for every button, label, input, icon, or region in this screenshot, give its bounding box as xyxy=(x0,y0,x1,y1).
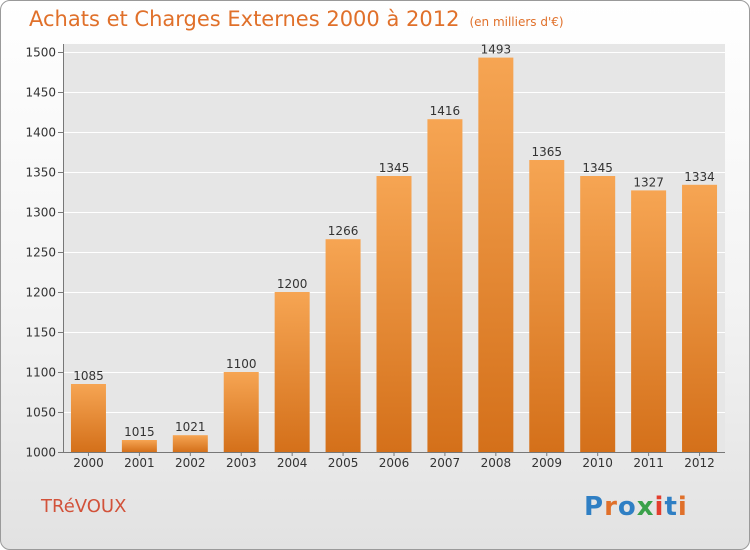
y-tick-label: 1400 xyxy=(25,126,56,140)
x-tick-label: 2004 xyxy=(277,456,308,470)
bar-value-label: 1334 xyxy=(684,170,715,184)
bar-value-label: 1493 xyxy=(481,43,512,57)
bar-value-label: 1365 xyxy=(531,145,562,159)
x-tick-label: 2006 xyxy=(379,456,410,470)
x-tick-label: 2010 xyxy=(582,456,613,470)
bar-2010 xyxy=(580,176,616,452)
y-tick-label: 1350 xyxy=(25,166,56,180)
y-tick-label: 1300 xyxy=(25,206,56,220)
x-tick-label: 2012 xyxy=(684,456,715,470)
bar-2002 xyxy=(172,435,208,452)
chart-title-text: Achats et Charges Externes 2000 à 2012 xyxy=(29,7,460,31)
chart-subtitle: (en milliers d'€) xyxy=(469,15,564,29)
y-tick-label: 1500 xyxy=(25,46,56,60)
bar-value-label: 1021 xyxy=(175,420,206,434)
bar-2000 xyxy=(70,384,106,452)
x-axis: 2000 2001 2002 2003 2004 2005 2006 2007 2008 2009… xyxy=(73,452,715,470)
y-tick-label: 1200 xyxy=(25,286,56,300)
y-tick-label: 1000 xyxy=(25,446,56,460)
bar-2005 xyxy=(325,239,361,452)
logo-letter: x xyxy=(636,492,655,522)
commune-name: TRéVOUX xyxy=(41,496,127,517)
bar-2008 xyxy=(478,57,514,452)
x-tick-label: 2007 xyxy=(430,456,461,470)
chart-title: Achats et Charges Externes 2000 à 2012 (e… xyxy=(29,7,564,31)
y-axis: 1000 1050 1100 1150 1200 1250 1300 1350 1400 1450… xyxy=(25,44,725,460)
bar-value-label: 1266 xyxy=(328,224,359,238)
bar-value-label: 1085 xyxy=(73,369,104,383)
bar-value-label: 1200 xyxy=(277,277,308,291)
bar-value-label: 1100 xyxy=(226,357,257,371)
x-tick-label: 2002 xyxy=(175,456,206,470)
logo-letter: P xyxy=(584,492,605,522)
logo-letter: r xyxy=(604,492,618,522)
x-tick-label: 2000 xyxy=(73,456,104,470)
bar-2012 xyxy=(682,184,718,453)
y-tick-label: 1450 xyxy=(25,86,56,100)
logo-letter: t xyxy=(664,492,678,522)
y-tick-label: 1100 xyxy=(25,366,56,380)
bar-2004 xyxy=(274,292,310,452)
bar-value-label: 1345 xyxy=(379,161,410,175)
x-tick-label: 2003 xyxy=(226,456,257,470)
logo-letter: i xyxy=(677,492,688,522)
bar-2009 xyxy=(529,160,565,452)
x-tick-label: 2001 xyxy=(124,456,155,470)
bar-value-label: 1327 xyxy=(633,175,664,189)
bar-value-label: 1345 xyxy=(582,161,613,175)
bar-value-label: 1015 xyxy=(124,425,155,439)
x-tick-label: 2009 xyxy=(531,456,562,470)
logo-letter: o xyxy=(617,492,637,522)
bars: 1085 1015 1021 1100 1200 1266 1345 1416 1493 1365… xyxy=(70,43,718,453)
x-tick-label: 2011 xyxy=(633,456,664,470)
logo-letter: i xyxy=(654,492,665,522)
y-tick-label: 1050 xyxy=(25,406,56,420)
x-tick-label: 2005 xyxy=(328,456,359,470)
proxiti-logo[interactable]: Proxiti xyxy=(584,492,688,522)
bar-2003 xyxy=(223,372,259,452)
bar-2011 xyxy=(631,190,667,452)
bar-value-label: 1416 xyxy=(430,104,461,118)
y-tick-label: 1250 xyxy=(25,246,56,260)
x-tick-label: 2008 xyxy=(481,456,512,470)
bar-2001 xyxy=(121,440,157,452)
bar-2006 xyxy=(376,176,412,452)
bar-2007 xyxy=(427,119,463,452)
y-tick-label: 1150 xyxy=(25,326,56,340)
